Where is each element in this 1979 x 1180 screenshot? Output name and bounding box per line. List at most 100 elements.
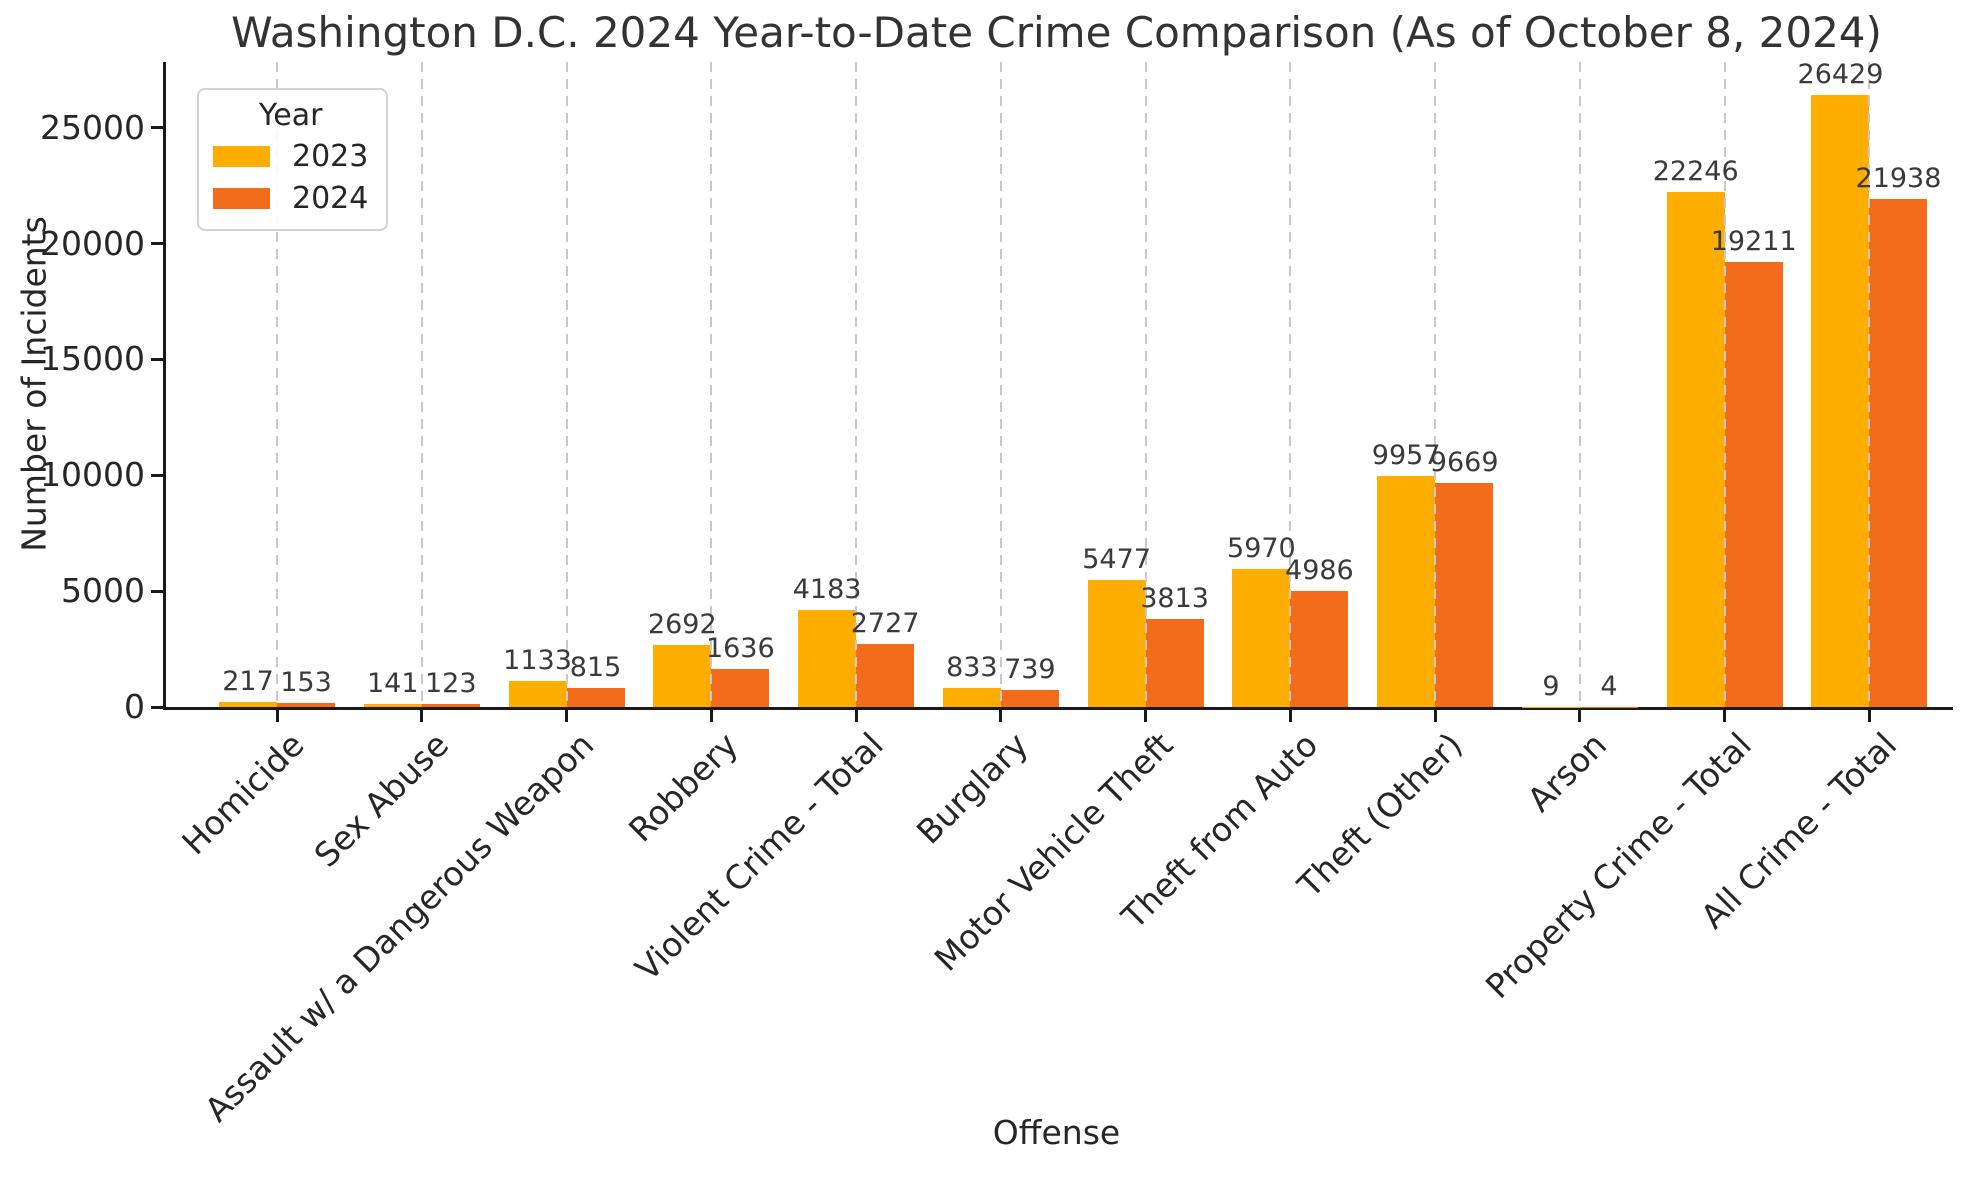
x-tick-label-text: Homicide (174, 725, 312, 863)
bar-value-label: 26429 (1797, 58, 1884, 90)
y-tick-label: 0 (124, 687, 145, 726)
gridline (1868, 62, 1871, 707)
y-axis-title: Number of Incidents (14, 216, 54, 552)
bar-value-label: 4 (1600, 670, 1618, 702)
x-tick-label-text: Robbery (621, 725, 746, 850)
gridline (1723, 62, 1726, 707)
gridline (420, 62, 423, 707)
y-tick-mark (151, 242, 163, 246)
plot-area: 217 153 141 123 1133 815 2692 1636 4183 2727 833 73… (163, 58, 1953, 722)
bar-value-label: 22246 (1652, 155, 1739, 187)
legend-swatch-2023 (213, 145, 270, 167)
bar-value-label: 1636 (705, 633, 775, 665)
bar-2023 (1666, 191, 1725, 707)
bar-value-label: 4986 (1285, 555, 1354, 587)
y-tick-mark (151, 705, 163, 709)
bar-2024 (1724, 261, 1783, 707)
bar-2024 (566, 688, 625, 707)
y-tick-label: 15000 (40, 339, 145, 379)
legend-label-2023: 2023 (292, 138, 369, 174)
y-tick-label: 25000 (40, 107, 145, 147)
bar-2024 (1145, 618, 1204, 707)
gridline (1144, 62, 1147, 707)
bar-2023 (508, 680, 567, 707)
gridline (999, 62, 1002, 707)
x-tick-mark (999, 710, 1003, 722)
gridline (1434, 62, 1437, 707)
gridline (710, 62, 713, 707)
y-tick-mark (151, 357, 163, 361)
bar-value-label: 9669 (1429, 447, 1499, 478)
legend-title: Year (258, 98, 323, 133)
bar-2023 (1232, 568, 1291, 707)
bar-value-label: 9 (1542, 670, 1560, 702)
x-tick-mark (1433, 710, 1437, 722)
bar-2024 (421, 704, 480, 707)
bar-2023 (1811, 94, 1870, 707)
bar-value-label: 19211 (1710, 225, 1797, 257)
bar-2024 (1435, 483, 1494, 707)
bar-2023 (219, 701, 277, 707)
x-tick-label-text: Burglary (908, 725, 1036, 852)
x-tick-label-text: Sex Abuse (306, 725, 457, 875)
x-tick-mark (565, 710, 569, 722)
x-axis-title: Offense (992, 1113, 1121, 1152)
legend-items: 2023 2024 (213, 135, 368, 219)
bar-2023 (653, 644, 712, 707)
bar-2024 (856, 643, 915, 707)
bar-value-label: 1133 (503, 644, 572, 676)
gridline (1289, 62, 1292, 707)
legend-item-2024: 2024 (213, 177, 368, 219)
bar-2024 (1290, 591, 1349, 707)
bar-2023 (363, 703, 422, 707)
y-tick-label: 10000 (40, 455, 145, 495)
x-tick-mark (420, 710, 424, 722)
x-tick-label-text: Property Crime - Total (1478, 725, 1760, 1006)
x-tick-mark (1723, 710, 1727, 722)
bar-value-label: 3813 (1140, 582, 1209, 614)
bar-value-label: 5970 (1227, 532, 1296, 564)
bar-2024 (1000, 689, 1059, 707)
bar-2023 (1377, 476, 1436, 707)
legend-label-2024: 2024 (292, 180, 369, 216)
bar-value-label: 9957 (1371, 440, 1441, 472)
x-tick-label-text: Violent Crime - Total (627, 725, 891, 989)
x-tick-mark (1867, 710, 1871, 722)
legend-item-2023: 2023 (213, 135, 368, 177)
legend-swatch-2024 (213, 187, 270, 209)
bar-2023 (942, 687, 1001, 707)
bar-value-label: 123 (424, 668, 477, 700)
bar-value-label: 2692 (647, 608, 717, 640)
bar-value-label: 153 (280, 667, 332, 699)
bar-value-label: 739 (1004, 653, 1056, 685)
y-tick-label: 20000 (40, 223, 145, 263)
bar-value-label: 815 (569, 652, 622, 684)
bar-value-label: 833 (946, 651, 998, 683)
bar-value-label: 141 (366, 667, 419, 699)
gridline (1578, 62, 1581, 707)
x-tick-mark (1578, 710, 1582, 722)
x-tick-mark (854, 710, 858, 722)
bar-2024 (277, 703, 335, 707)
gridline (276, 62, 278, 707)
y-tick-mark (151, 473, 163, 477)
bar-2024 (1869, 198, 1928, 707)
x-tick-mark (275, 710, 279, 722)
chart-title: Washington D.C. 2024 Year-to-Date Crime … (231, 8, 1882, 57)
bar-2023 (798, 610, 857, 707)
bar-value-label: 4183 (792, 574, 862, 606)
bar-value-label: 2727 (850, 607, 920, 639)
x-tick-mark (1288, 710, 1292, 722)
y-tick-mark (151, 126, 163, 130)
bar-value-label: 21938 (1855, 162, 1942, 194)
x-tick-label-text: Arson (1520, 725, 1615, 820)
y-tick-mark (151, 589, 163, 593)
bar-2024 (711, 669, 770, 707)
x-tick-mark (709, 710, 713, 722)
bar-value-label: 5477 (1082, 544, 1151, 576)
y-tick-label: 5000 (61, 571, 145, 611)
gridline (855, 62, 858, 707)
bar-2023 (1087, 580, 1146, 707)
x-tick-mark (1144, 710, 1148, 722)
